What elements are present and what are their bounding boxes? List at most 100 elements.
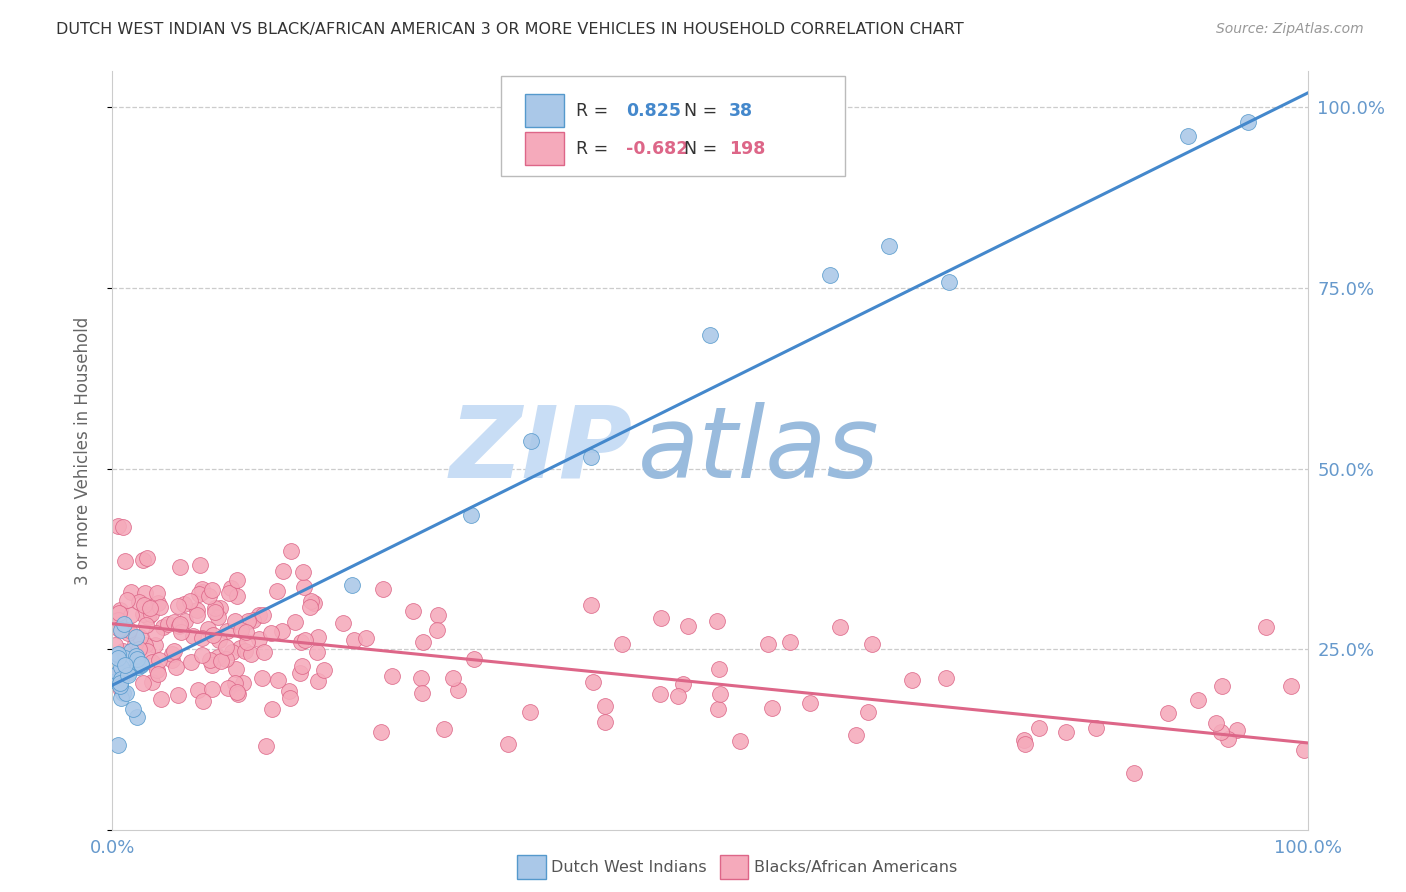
Point bbox=[879, 238, 901, 252]
Point bbox=[107, 738, 129, 752]
Point bbox=[160, 653, 183, 667]
Point bbox=[129, 657, 152, 672]
Point bbox=[122, 702, 145, 716]
Point bbox=[125, 651, 148, 665]
Point bbox=[163, 644, 186, 658]
Point bbox=[1294, 743, 1316, 757]
Point bbox=[110, 676, 132, 690]
Point bbox=[579, 450, 602, 464]
Point bbox=[273, 565, 295, 579]
Point bbox=[496, 737, 519, 751]
Point bbox=[188, 558, 211, 573]
Point bbox=[190, 584, 212, 599]
Point bbox=[167, 599, 190, 613]
Point bbox=[226, 573, 249, 587]
Point bbox=[1205, 715, 1227, 730]
Point bbox=[411, 686, 433, 700]
Point bbox=[412, 635, 434, 649]
Point bbox=[299, 594, 322, 608]
Point bbox=[277, 683, 299, 698]
Point bbox=[229, 623, 252, 637]
Point bbox=[127, 659, 149, 673]
Point bbox=[188, 587, 211, 601]
Point bbox=[135, 551, 157, 566]
Point bbox=[728, 733, 751, 747]
Point bbox=[284, 615, 307, 630]
Point bbox=[845, 728, 868, 742]
Point bbox=[267, 673, 290, 688]
Point bbox=[236, 634, 259, 648]
Point bbox=[141, 655, 163, 669]
Point bbox=[134, 599, 156, 613]
Point bbox=[1028, 722, 1050, 736]
Text: ZIP: ZIP bbox=[450, 402, 633, 499]
Text: R =: R = bbox=[576, 102, 614, 120]
Point bbox=[160, 647, 183, 661]
Point bbox=[167, 619, 190, 633]
Point bbox=[209, 600, 232, 615]
Point bbox=[221, 645, 243, 659]
Point bbox=[112, 519, 135, 533]
Point bbox=[128, 641, 150, 656]
Point bbox=[174, 615, 197, 629]
Point bbox=[229, 640, 252, 655]
Text: N =: N = bbox=[683, 140, 723, 158]
Point bbox=[165, 660, 187, 674]
Point bbox=[706, 614, 728, 628]
Point bbox=[112, 617, 135, 632]
Point bbox=[519, 706, 541, 720]
Point bbox=[761, 701, 783, 715]
Bar bbox=[524, 132, 564, 165]
Point bbox=[180, 655, 202, 669]
Point bbox=[1123, 765, 1146, 780]
Point bbox=[1012, 733, 1035, 747]
FancyBboxPatch shape bbox=[501, 76, 845, 176]
Point bbox=[193, 694, 215, 708]
Point bbox=[294, 632, 316, 647]
Point bbox=[1216, 732, 1239, 747]
Point bbox=[671, 677, 693, 691]
Point bbox=[225, 684, 247, 698]
Point bbox=[818, 268, 841, 282]
Point bbox=[128, 595, 150, 609]
Point bbox=[1237, 115, 1260, 129]
Point bbox=[307, 645, 329, 659]
Point bbox=[107, 623, 129, 637]
Text: -0.682: -0.682 bbox=[627, 140, 689, 158]
Point bbox=[114, 657, 136, 672]
Point bbox=[581, 675, 603, 690]
Point bbox=[291, 565, 314, 579]
Point bbox=[146, 585, 169, 599]
Point bbox=[135, 618, 157, 632]
Point bbox=[110, 623, 132, 637]
Point bbox=[302, 596, 325, 610]
Text: 198: 198 bbox=[730, 140, 765, 158]
Point bbox=[828, 620, 851, 634]
Text: DUTCH WEST INDIAN VS BLACK/AFRICAN AMERICAN 3 OR MORE VEHICLES IN HOUSEHOLD CORR: DUTCH WEST INDIAN VS BLACK/AFRICAN AMERI… bbox=[56, 22, 965, 37]
Point bbox=[290, 635, 312, 649]
Point bbox=[107, 519, 129, 533]
Point bbox=[148, 653, 170, 667]
Point bbox=[709, 687, 731, 701]
Point bbox=[134, 638, 156, 652]
Point bbox=[232, 675, 254, 690]
Point bbox=[1211, 725, 1233, 739]
Point bbox=[370, 725, 392, 739]
Point bbox=[1187, 693, 1209, 707]
Point bbox=[110, 603, 132, 617]
Point bbox=[163, 615, 186, 630]
Point bbox=[666, 690, 689, 704]
Point bbox=[441, 671, 464, 685]
Point bbox=[204, 606, 226, 620]
Point bbox=[138, 610, 160, 624]
Point bbox=[201, 657, 224, 672]
Point bbox=[354, 631, 377, 645]
Point bbox=[204, 600, 226, 615]
Point bbox=[307, 674, 329, 689]
Point bbox=[463, 652, 485, 666]
Point bbox=[218, 586, 240, 600]
Point bbox=[224, 614, 246, 628]
Point bbox=[266, 583, 288, 598]
Point bbox=[650, 688, 672, 702]
Point bbox=[104, 673, 127, 688]
